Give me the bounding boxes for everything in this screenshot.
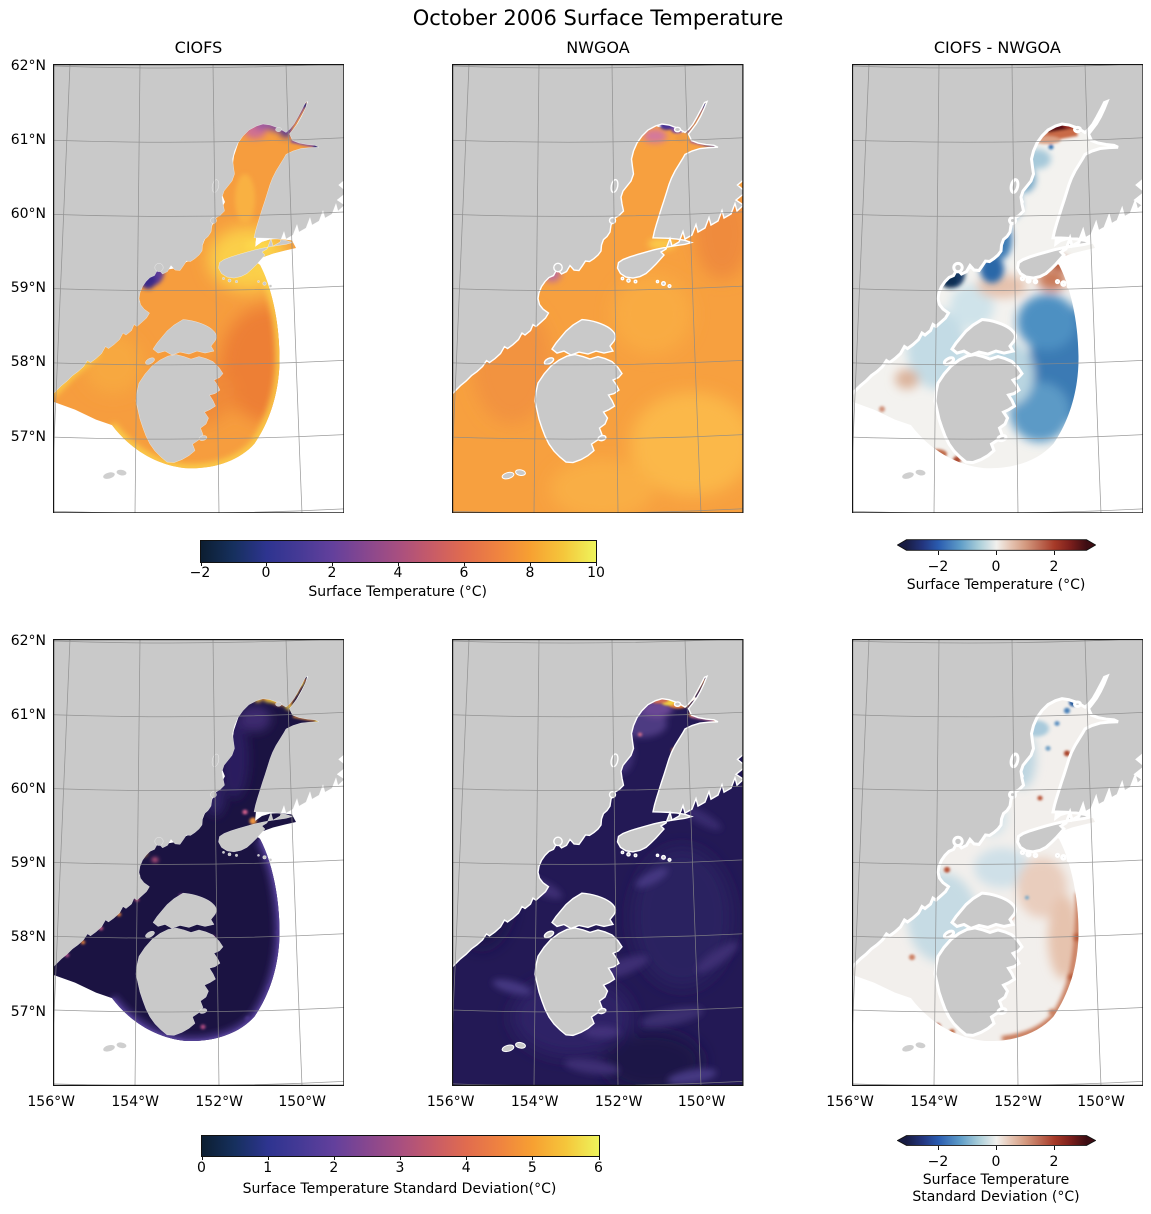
lat-tick: 62°N (10, 57, 46, 74)
colorbar-std-tickmark (267, 1156, 269, 1160)
colorbar-std-tick: 0 (197, 1160, 206, 1176)
lon-tick: 156°W (426, 1094, 475, 1110)
colorbar-temp-tick: −2 (189, 565, 211, 581)
panel-title-ciofs: CIOFS (174, 38, 223, 57)
lon-tick: 150°W (1077, 1094, 1125, 1110)
colorbar-std-tickmark (201, 1156, 203, 1160)
map-panel-diff-temp (851, 63, 1144, 513)
lat-tick: 58°N (10, 354, 46, 371)
colorbar-temp-diff-tick: 2 (1049, 559, 1059, 575)
lat-tick: 58°N (10, 929, 46, 946)
colorbar-temp-tick: 0 (261, 565, 271, 581)
lon-tick: 156°W (826, 1094, 874, 1110)
colorbar-temp-tickmark (266, 562, 268, 566)
lon-tick: 150°W (677, 1094, 726, 1110)
lat-tick: 59°N (10, 280, 46, 297)
colorbar-temp-tickmark (595, 562, 597, 566)
lat-tick: 57°N (10, 428, 46, 445)
colorbar-std-tick: 6 (594, 1160, 603, 1176)
lon-tick: 152°W (594, 1094, 643, 1110)
lat-tick: 62°N (10, 632, 46, 649)
colorbar-std-diff (896, 1134, 1096, 1146)
lat-tick: 61°N (10, 706, 46, 723)
panel-border (452, 638, 744, 1086)
colorbar-temp-diff-label: Surface Temperature (°C) (906, 577, 1086, 593)
colorbar-std-diff-label-line2: Standard Deviation (°C) (912, 1189, 1080, 1205)
map-panel-nwgoa-temp (452, 63, 744, 513)
colorbar-temp-diff-tickmark (938, 551, 939, 555)
colorbar-temp-diff-tick: −2 (927, 559, 949, 575)
colorbar-temp-diff-tick: 0 (991, 559, 1001, 575)
colorbar-std-diff-tick: −2 (927, 1154, 949, 1170)
colorbar-temp-tick: 4 (393, 565, 403, 581)
map-panel-ciofs-std (52, 638, 345, 1086)
colorbar-std-tick: 2 (329, 1160, 339, 1176)
colorbar-std-tickmark (333, 1156, 335, 1160)
colorbar-temp-tick: 8 (525, 565, 535, 581)
colorbar-std-diff-tickmark (1054, 1146, 1055, 1150)
lon-tick: 152°W (195, 1094, 243, 1110)
map-panel-ciofs-temp (52, 63, 345, 513)
colorbar-temp-tick: 2 (327, 565, 337, 581)
colorbar-std-tickmark (532, 1156, 534, 1160)
colorbar-std-tick: 3 (395, 1160, 405, 1176)
panel-border (452, 63, 744, 513)
colorbar-std-tickmark (598, 1156, 600, 1160)
lon-tick: 150°W (278, 1094, 326, 1110)
colorbar-temp-label: Surface Temperature (°C) (308, 584, 487, 600)
colorbar-temp-tickmark (332, 562, 334, 566)
lon-tick: 154°W (910, 1094, 958, 1110)
colorbar-std-label: Surface Temperature Standard Deviation(°… (242, 1180, 557, 1197)
map-panel-diff-std (851, 638, 1144, 1086)
panel-border (52, 638, 345, 1086)
colorbar-temp (200, 540, 598, 563)
lon-tick: 154°W (111, 1094, 159, 1110)
panel-border (851, 638, 1144, 1086)
colorbar-temp-tickmark (398, 562, 400, 566)
colorbar-temp-tickmark (530, 562, 531, 566)
colorbar-std-tickmark (400, 1156, 401, 1160)
lat-tick: 59°N (10, 855, 46, 872)
colorbar-temp-diff-tickmark (996, 551, 997, 555)
colorbar-std-diff-tick: 0 (991, 1154, 1001, 1170)
panel-border (52, 63, 345, 513)
colorbar-temp-tick: 10 (587, 565, 605, 581)
colorbar-temp-diff (896, 539, 1096, 551)
lon-tick: 152°W (994, 1094, 1042, 1110)
figure-title: October 2006 Surface Temperature (412, 6, 784, 30)
map-panel-nwgoa-std (452, 638, 744, 1086)
colorbar-std-tick: 1 (263, 1160, 273, 1176)
colorbar-std-tick: 5 (527, 1160, 537, 1176)
lat-tick: 60°N (10, 205, 46, 222)
panel-border (851, 63, 1144, 513)
colorbar-std (201, 1135, 600, 1157)
lon-tick: 156°W (27, 1094, 75, 1110)
colorbar-temp-diff-tickmark (1054, 551, 1055, 555)
lat-tick: 60°N (10, 780, 46, 797)
colorbar-std-tickmark (466, 1156, 468, 1160)
colorbar-temp-tickmark (464, 562, 466, 566)
lat-tick: 61°N (10, 131, 46, 148)
panel-title-diff: CIOFS - NWGOA (933, 38, 1061, 57)
panel-title-nwgoa: NWGOA (566, 38, 630, 57)
colorbar-std-diff-label-line1: Surface Temperature (922, 1172, 1070, 1188)
colorbar-temp-tickmark (200, 562, 202, 566)
colorbar-std-tick: 4 (461, 1160, 471, 1176)
colorbar-temp-tick: 6 (459, 565, 469, 581)
colorbar-std-diff-tickmark (996, 1146, 997, 1150)
colorbar-std-diff-tick: 2 (1049, 1154, 1059, 1170)
lon-tick: 154°W (510, 1094, 559, 1110)
lat-tick: 57°N (10, 1003, 46, 1020)
colorbar-std-diff-tickmark (938, 1146, 939, 1150)
